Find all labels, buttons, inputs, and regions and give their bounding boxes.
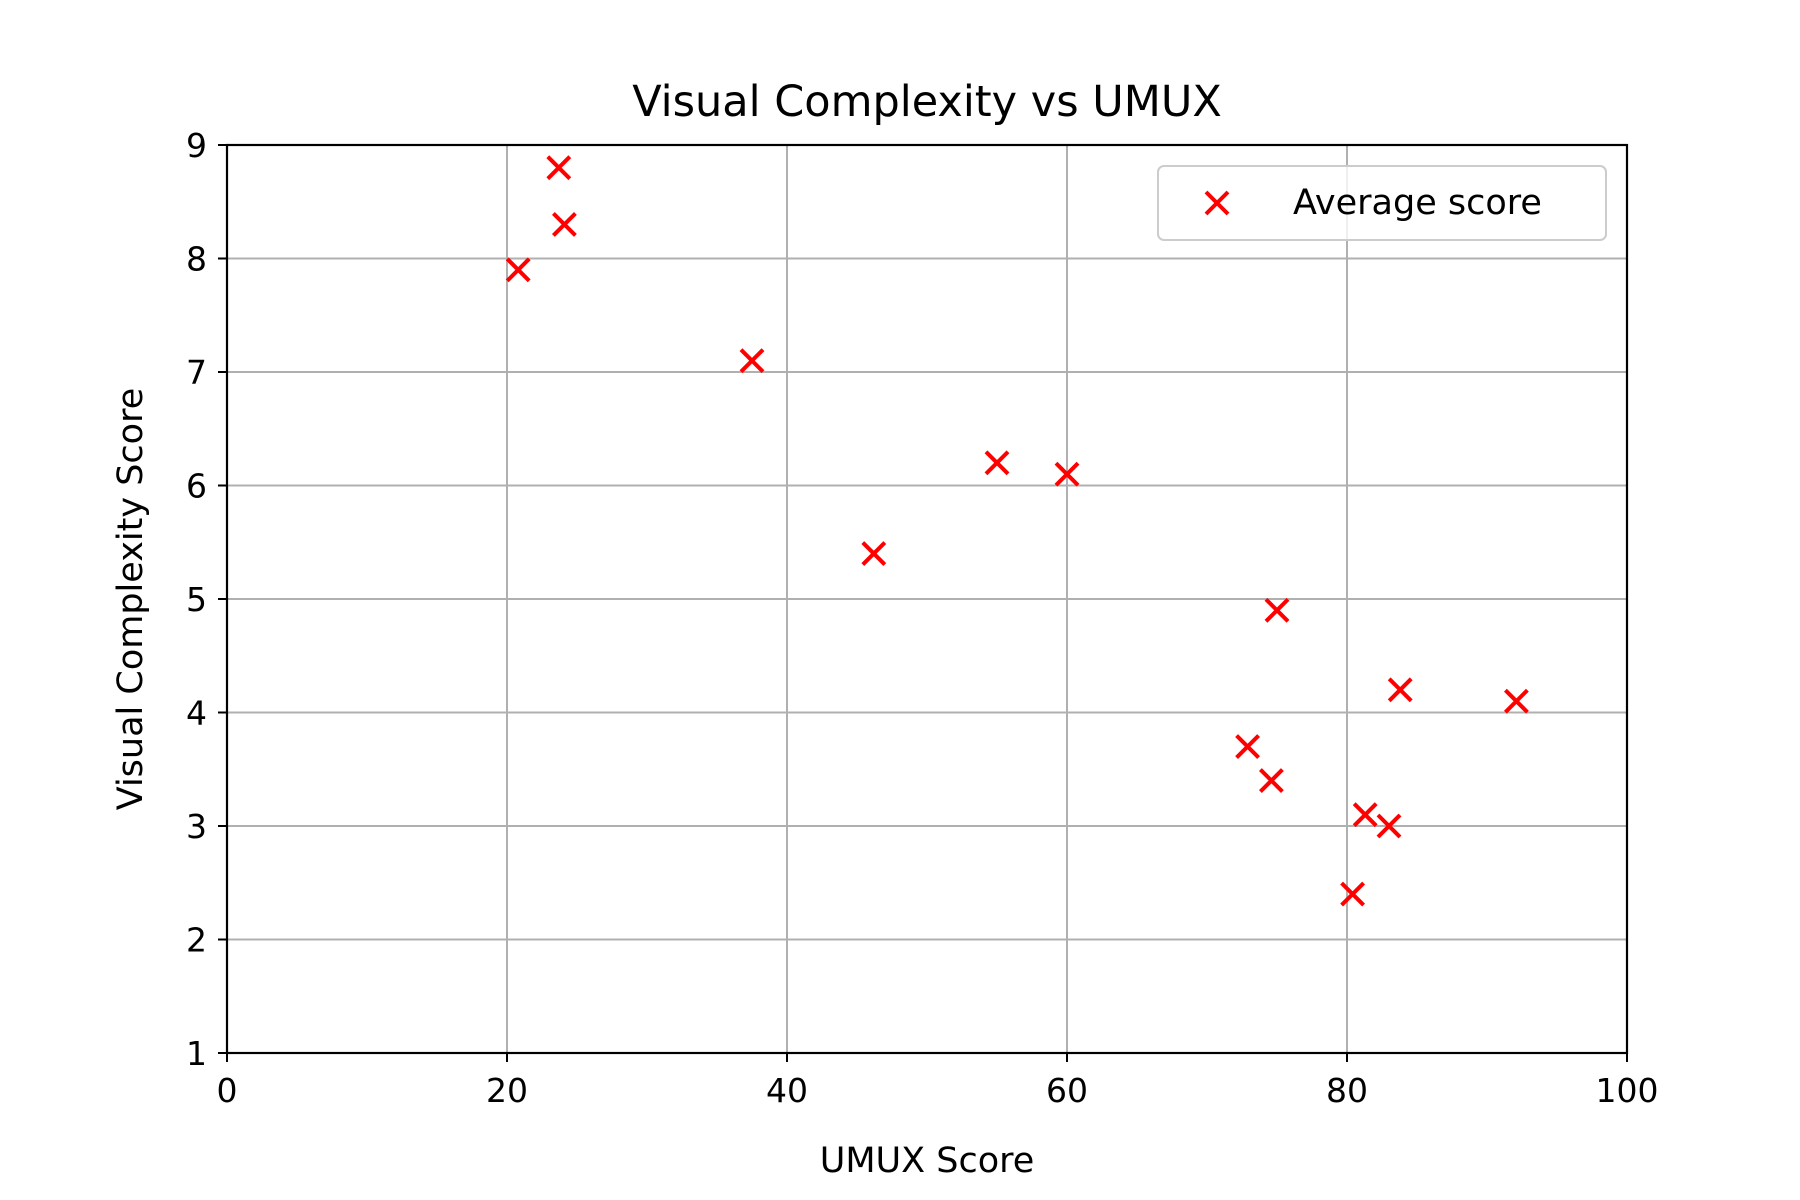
y-tick-label: 9 [186, 126, 207, 165]
data-point [546, 155, 572, 181]
data-point [505, 257, 531, 283]
x-tick-label: 0 [217, 1071, 238, 1110]
y-tick-label: 4 [186, 694, 207, 733]
legend-marker-x-icon [1204, 190, 1230, 216]
y-tick-label: 3 [186, 807, 207, 846]
x-tick-label: 100 [1596, 1071, 1659, 1110]
x-axis-label: UMUX Score [820, 1141, 1035, 1181]
legend-marker-x [1204, 190, 1230, 216]
y-tick-label: 2 [186, 921, 207, 960]
axis-ticks: 0 20 40 60 80 100 1 2 3 4 5 6 7 8 9 [186, 126, 1659, 1110]
legend-box [1157, 165, 1607, 241]
y-tick-label: 1 [186, 1034, 207, 1073]
y-tick-label: 6 [186, 467, 207, 506]
data-point [1352, 802, 1378, 828]
data-point [1235, 734, 1261, 759]
data-point [739, 348, 765, 374]
legend-label: Average score [1293, 183, 1542, 223]
x-tick-label: 20 [486, 1071, 528, 1110]
x-tick-label: 40 [766, 1071, 808, 1110]
legend: Average score [1157, 165, 1607, 241]
x-tick-label: 80 [1326, 1071, 1368, 1110]
data-point [861, 541, 887, 567]
data-point [1264, 597, 1290, 623]
data-point [1054, 461, 1080, 487]
data-points [505, 155, 1529, 907]
data-point [1503, 688, 1529, 714]
chart-title: Visual Complexity vs UMUX [632, 77, 1222, 127]
data-point [1340, 881, 1366, 907]
data-point [551, 212, 577, 237]
y-tick-label: 8 [186, 240, 207, 279]
y-tick-label: 5 [186, 580, 207, 619]
data-point [984, 450, 1010, 476]
x-tick-label: 60 [1046, 1071, 1088, 1110]
data-point [1258, 768, 1284, 794]
data-point [1387, 677, 1413, 703]
y-axis-label: Visual Complexity Score [111, 388, 151, 810]
data-point [1376, 813, 1402, 839]
y-tick-label: 7 [186, 353, 207, 392]
